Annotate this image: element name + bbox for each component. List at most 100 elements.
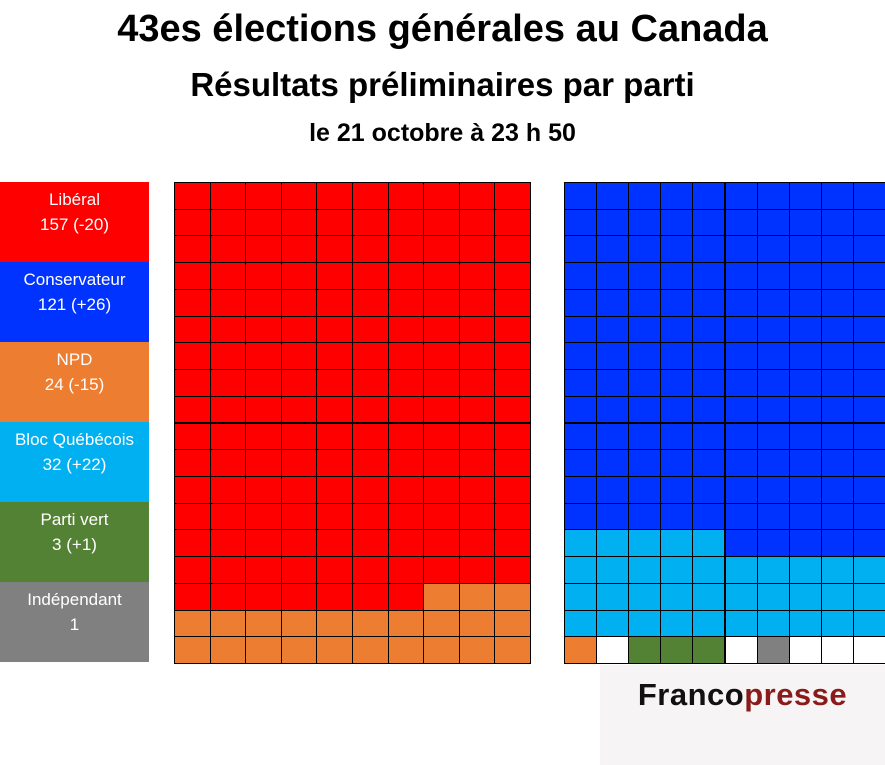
waffle-grid-right	[564, 182, 885, 664]
legend-party-result: 1	[69, 615, 80, 634]
seat-cell-conservateur	[852, 449, 885, 477]
seat-cell-liberal	[174, 182, 211, 210]
seat-cell-liberal	[280, 475, 318, 504]
waffle-grid-left	[174, 182, 531, 664]
seat-cell-conservateur	[820, 235, 854, 264]
timestamp: le 21 octobre à 23 h 50	[309, 119, 576, 147]
seat-cell-conservateur	[852, 475, 885, 504]
seat-cell-npd	[316, 609, 353, 638]
seat-cell-liberal	[209, 315, 247, 344]
seat-cell-liberal	[174, 556, 211, 584]
seat-cell-bloc-quebecois	[564, 609, 598, 638]
seat-cell-conservateur	[628, 182, 662, 210]
seat-cell-liberal	[316, 449, 353, 477]
seat-cell-liberal	[316, 342, 353, 371]
seat-cell-npd	[423, 609, 460, 638]
seat-cell-liberal	[494, 449, 531, 477]
seat-cell-liberal	[209, 422, 247, 451]
seat-cell-conservateur	[660, 342, 694, 371]
seat-cell-liberal	[316, 502, 353, 531]
seat-cell-conservateur	[788, 182, 822, 210]
seat-cell-liberal	[458, 449, 496, 477]
seat-cell-conservateur	[756, 449, 790, 477]
seat-cell-liberal	[316, 262, 353, 290]
seat-cell-conservateur	[820, 529, 854, 558]
seat-cell-bloc-quebecois	[596, 582, 630, 611]
seat-cell-conservateur	[788, 342, 822, 371]
legend-party-name: Libéral	[48, 190, 101, 209]
seat-cell-liberal	[316, 369, 353, 397]
seat-cell-conservateur	[596, 342, 630, 371]
seat-cell-liberal	[458, 369, 496, 397]
seat-cell-liberal	[352, 449, 389, 477]
seat-cell-liberal	[174, 288, 211, 317]
seat-cell-liberal	[209, 369, 247, 397]
seat-cell-liberal	[494, 475, 531, 504]
seat-cell-conservateur	[852, 502, 885, 531]
seat-cell-liberal	[280, 315, 318, 344]
seat-cell-conservateur	[724, 529, 758, 558]
seat-cell-liberal	[458, 208, 496, 237]
seat-cell-liberal	[423, 502, 460, 531]
seat-cell-conservateur	[660, 502, 694, 531]
seat-cell-liberal	[387, 208, 425, 237]
legend-party-result: 32 (+22)	[42, 455, 107, 474]
seat-cell-liberal	[352, 422, 389, 451]
seat-cell-bloc-quebecois	[852, 609, 885, 638]
seat-cell-liberal	[423, 556, 460, 584]
seat-cell-conservateur	[628, 315, 662, 344]
seat-cell-conservateur	[724, 315, 758, 344]
seat-cell-conservateur	[756, 502, 790, 531]
seat-cell-bloc-quebecois	[788, 556, 822, 584]
seat-cell-liberal	[174, 529, 211, 558]
empty-seat-cell	[596, 636, 630, 664]
seat-cell-liberal	[174, 502, 211, 531]
seat-cell-conservateur	[820, 262, 854, 290]
seat-cell-conservateur	[660, 422, 694, 451]
seat-cell-conservateur	[692, 262, 726, 290]
seat-cell-liberal	[352, 182, 389, 210]
seat-cell-conservateur	[852, 182, 885, 210]
seat-cell-liberal	[209, 342, 247, 371]
seat-cell-liberal	[423, 342, 460, 371]
seat-cell-npd	[245, 609, 282, 638]
seat-cell-liberal	[458, 182, 496, 210]
seat-cell-conservateur	[756, 395, 790, 424]
seat-cell-conservateur	[628, 475, 662, 504]
seat-cell-npd	[564, 636, 598, 664]
seat-cell-npd	[458, 609, 496, 638]
seat-cell-conservateur	[660, 182, 694, 210]
seat-cell-liberal	[174, 422, 211, 451]
seat-cell-liberal	[245, 235, 282, 264]
seat-cell-liberal	[387, 422, 425, 451]
seat-cell-liberal	[387, 315, 425, 344]
seat-cell-conservateur	[724, 262, 758, 290]
seat-cell-liberal	[174, 342, 211, 371]
seat-cell-liberal	[423, 529, 460, 558]
seat-cell-liberal	[316, 556, 353, 584]
seat-cell-npd	[387, 636, 425, 664]
seat-cell-conservateur	[596, 502, 630, 531]
seat-cell-liberal	[423, 315, 460, 344]
seat-cell-conservateur	[660, 288, 694, 317]
seat-cell-conservateur	[724, 288, 758, 317]
legend-item-conservateur: Conservateur 121 (+26)	[0, 262, 149, 342]
seat-cell-bloc-quebecois	[660, 556, 694, 584]
legend-party-result: 3 (+1)	[52, 535, 97, 554]
logo-text-franco: Franco	[637, 677, 745, 712]
seat-cell-conservateur	[660, 262, 694, 290]
seat-cell-bloc-quebecois	[692, 609, 726, 638]
seat-cell-bloc-quebecois	[756, 582, 790, 611]
seat-cell-liberal	[423, 288, 460, 317]
seat-cell-liberal	[209, 395, 247, 424]
seat-cell-liberal	[458, 556, 496, 584]
seat-cell-liberal	[352, 235, 389, 264]
seat-cell-conservateur	[564, 369, 598, 397]
seat-cell-conservateur	[724, 502, 758, 531]
seat-cell-liberal	[458, 342, 496, 371]
legend-party-name: Indépendant	[27, 590, 122, 609]
seat-cell-liberal	[174, 208, 211, 237]
seat-cell-liberal	[494, 422, 531, 451]
seat-cell-liberal	[387, 262, 425, 290]
seat-cell-liberal	[352, 502, 389, 531]
